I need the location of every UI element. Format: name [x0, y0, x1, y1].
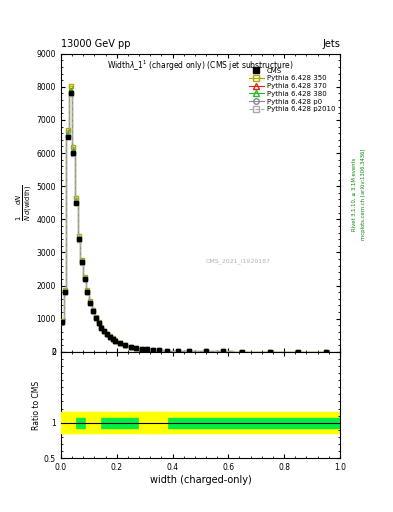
Legend: CMS, Pythia 6.428 350, Pythia 6.428 370, Pythia 6.428 380, Pythia 6.428 p0, Pyth: CMS, Pythia 6.428 350, Pythia 6.428 370,… [247, 66, 336, 114]
Y-axis label: Ratio to CMS: Ratio to CMS [32, 380, 41, 430]
Text: Width$\lambda$_1$^1$ (charged only) (CMS jet substructure): Width$\lambda$_1$^1$ (charged only) (CMS… [107, 58, 294, 73]
X-axis label: width (charged-only): width (charged-only) [150, 475, 251, 485]
Text: CMS_2021_I1920187: CMS_2021_I1920187 [206, 259, 271, 264]
Text: Jets: Jets [322, 38, 340, 49]
Text: mcplots.cern.ch [arXiv:1306.3436]: mcplots.cern.ch [arXiv:1306.3436] [361, 149, 366, 240]
Text: 13000 GeV pp: 13000 GeV pp [61, 38, 130, 49]
Text: Rivet 3.1.10, ≥ 3.1M events: Rivet 3.1.10, ≥ 3.1M events [352, 158, 357, 231]
Y-axis label: $\frac{1}{N}\frac{dN}{d(\mathrm{width})}$: $\frac{1}{N}\frac{dN}{d(\mathrm{width})}… [14, 184, 34, 221]
